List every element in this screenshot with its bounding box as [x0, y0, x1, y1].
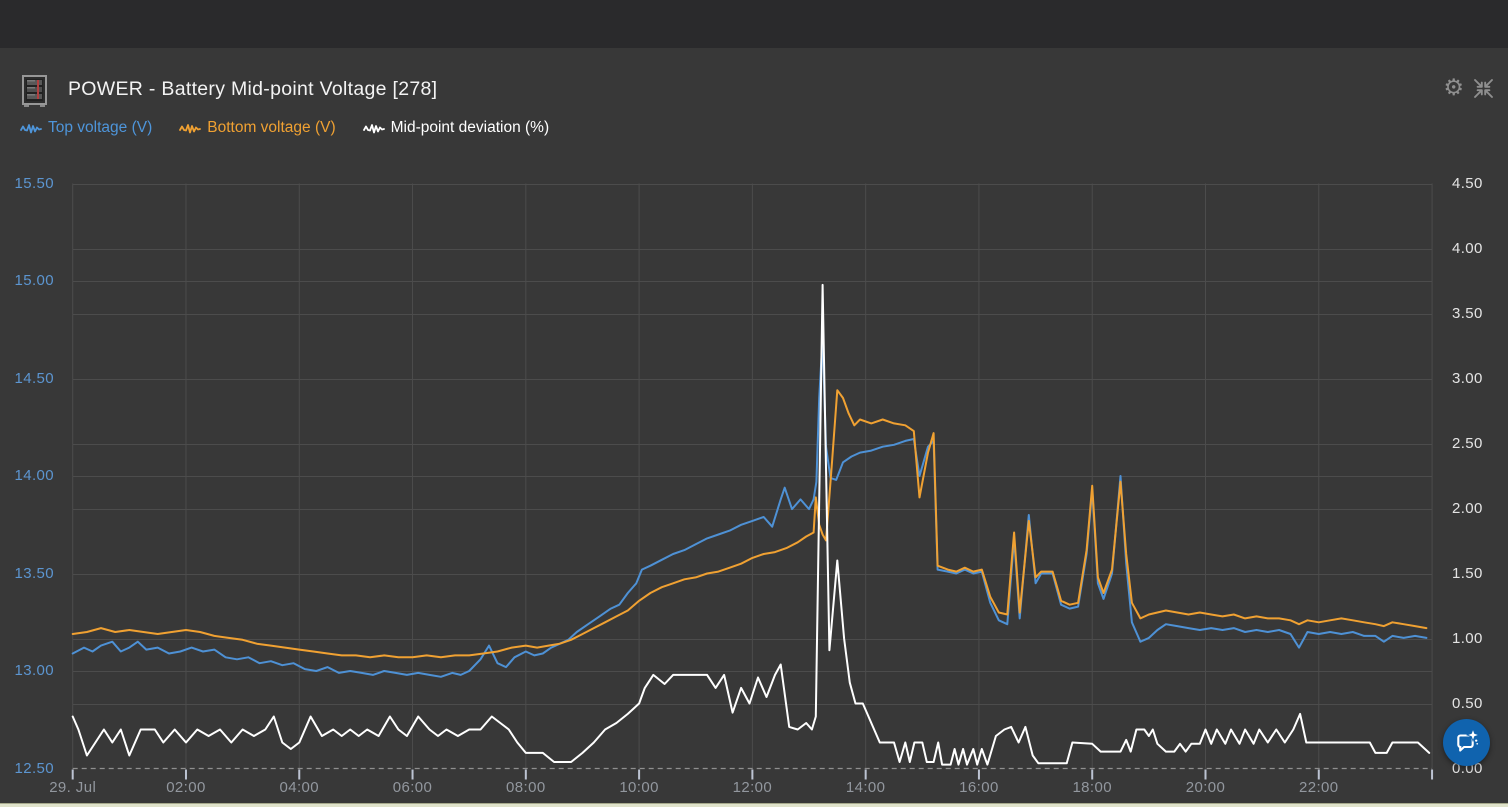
- y-left-tick-label: 14.50: [14, 369, 54, 387]
- series-mid-point-deviation: [71, 283, 1431, 766]
- settings-gear-icon[interactable]: ⚙: [1443, 75, 1464, 101]
- series-top-voltage-v: [71, 336, 1428, 678]
- y-left-tick-label: 15.50: [14, 174, 54, 192]
- y-right-tick-label: 3.50: [1452, 304, 1483, 322]
- y-left-tick-label: 12.50: [14, 759, 54, 777]
- x-tick-label: 10:00: [619, 779, 659, 796]
- x-tick-label: 06:00: [392, 779, 433, 796]
- legend-item-top-voltage[interactable]: Top voltage (V): [20, 119, 152, 137]
- chat-sparkle-icon: [1457, 729, 1480, 752]
- y-left-tick-label: 15.00: [14, 272, 54, 289]
- chart-panel: [0, 48, 1508, 807]
- y-right-tick-label: 1.00: [1452, 629, 1483, 647]
- legend-item-midpoint-deviation[interactable]: Mid-point deviation (%): [362, 119, 550, 137]
- top-bar: [0, 0, 1508, 48]
- x-tick-label: 04:00: [279, 779, 320, 796]
- y-left-tick-label: 14.00: [14, 467, 54, 484]
- x-tick-label: 16:00: [959, 779, 999, 796]
- waveform-icon: [20, 123, 42, 133]
- legend-item-bottom-voltage[interactable]: Bottom voltage (V): [179, 119, 336, 137]
- series-bottom-voltage-v: [71, 389, 1428, 659]
- widget-actions: ⚙: [1443, 76, 1494, 100]
- y-right-tick-label: 3.00: [1452, 369, 1483, 387]
- page-title: POWER - Battery Mid-point Voltage [278]: [68, 78, 438, 100]
- y-right-tick-label: 2.50: [1452, 434, 1483, 452]
- feedback-button[interactable]: [1443, 719, 1490, 766]
- battery-rack-icon: [22, 75, 47, 107]
- y-right-tick-label: 0.50: [1452, 694, 1483, 712]
- y-right-tick-label: 4.50: [1452, 174, 1483, 192]
- waveform-icon: [179, 123, 202, 133]
- x-tick-label: 20:00: [1185, 779, 1226, 796]
- x-tick-label: 29. Jul: [49, 779, 97, 796]
- page-bottom-edge: [0, 803, 1508, 807]
- y-right-tick-label: 4.00: [1452, 239, 1483, 257]
- x-tick-label: 22:00: [1298, 779, 1339, 796]
- x-tick-label: 08:00: [506, 779, 546, 796]
- y-right-tick-label: 2.00: [1452, 499, 1483, 517]
- x-tick-label: 18:00: [1072, 779, 1112, 796]
- x-tick-label: 02:00: [166, 779, 206, 796]
- y-left-tick-label: 13.00: [14, 662, 54, 679]
- y-left-tick-label: 13.50: [14, 564, 54, 582]
- legend-label: Mid-point deviation (%): [390, 119, 550, 136]
- y-right-tick-label: 1.50: [1452, 564, 1483, 582]
- x-tick-label: 12:00: [732, 779, 773, 796]
- chart-legend: Top voltage (V) Bottom voltage (V) Mid-p…: [20, 119, 549, 137]
- x-tick-label: 14:00: [845, 779, 886, 796]
- legend-label: Bottom voltage (V): [207, 119, 336, 136]
- waveform-icon: [362, 123, 385, 133]
- legend-label: Top voltage (V): [48, 119, 153, 136]
- compress-arrows-icon[interactable]: [1473, 78, 1494, 99]
